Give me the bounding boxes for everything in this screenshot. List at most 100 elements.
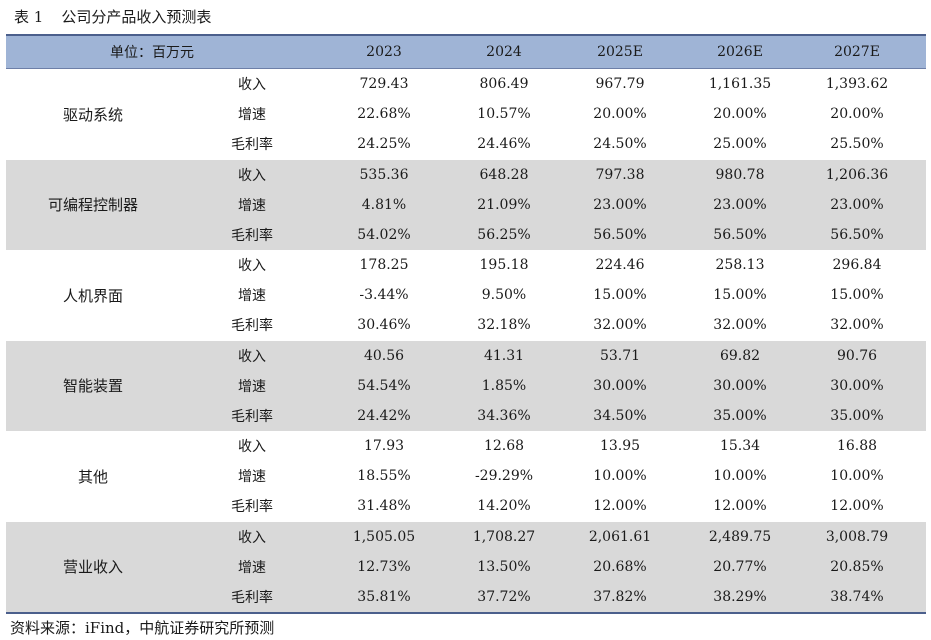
table-cell: 12.00% (830, 498, 884, 515)
table-row: 毛利率 30.46% 32.18% 32.00% 32.00% 32.00% (6, 310, 926, 340)
product-group: 可编程控制器 收入 535.36 648.28 797.38 980.78 1,206.36… (6, 159, 926, 250)
product-name: 营业收入 (62, 558, 123, 577)
table-cell: 1,393.62 (825, 76, 889, 93)
metric-label: 增速 (238, 107, 266, 124)
table-body: 驱动系统 收入 729.43 806.49 967.79 1,161.35 1,393.62… (6, 69, 926, 612)
table-cell: 797.38 (595, 166, 645, 183)
table-cell: -3.44% (359, 287, 409, 304)
table-cell: 178.25 (359, 257, 409, 274)
table-row: 毛利率 24.42% 34.36% 34.50% 35.00% 35.00% (6, 401, 926, 431)
table-cell: 35.00% (830, 407, 884, 424)
table-caption: 表 1 公司分产品收入预测表 (14, 6, 211, 27)
table-row: 毛利率 31.48% 14.20% 12.00% 12.00% 12.00% (6, 491, 926, 521)
table-row: 增速 12.73% 13.50% 20.68% 20.77% 20.85% (6, 552, 926, 582)
table-cell: 535.36 (359, 166, 409, 183)
table-cell: 18.55% (357, 468, 411, 485)
table-cell: 30.00% (593, 377, 647, 394)
table-row: 收入 535.36 648.28 797.38 980.78 1,206.36 (6, 160, 926, 190)
unit-label: 单位：百万元 (110, 45, 194, 61)
table-cell: 30.00% (713, 377, 767, 394)
table-row: 增速 -3.44% 9.50% 15.00% 15.00% 15.00% (6, 280, 926, 310)
metric-label: 增速 (238, 469, 266, 486)
table-cell: 32.00% (830, 317, 884, 334)
table-cell: 35.81% (357, 588, 411, 605)
table-cell: 22.68% (357, 106, 411, 123)
table-cell: 224.46 (595, 257, 645, 274)
table-cell: 2,061.61 (588, 528, 652, 545)
table-cell: 13.95 (599, 438, 641, 455)
table-cell: 25.00% (713, 136, 767, 153)
metric-label: 收入 (238, 258, 266, 275)
product-group: 营业收入 收入 1,505.05 1,708.27 2,061.61 2,489.75 3,… (6, 521, 926, 612)
product-name: 人机界面 (62, 286, 123, 305)
table-cell: 37.72% (477, 588, 531, 605)
metric-label: 毛利率 (231, 499, 273, 516)
table-cell: 1,505.05 (352, 528, 416, 545)
table-cell: 806.49 (479, 76, 529, 93)
table-cell: 10.57% (477, 106, 531, 123)
table-cell: 30.46% (357, 317, 411, 334)
product-name: 驱动系统 (62, 105, 123, 124)
table-cell: 12.00% (593, 498, 647, 515)
metric-label: 毛利率 (231, 589, 273, 606)
table-cell: -29.29% (474, 468, 534, 485)
table-cell: 20.00% (713, 106, 767, 123)
table-cell: 12.73% (357, 558, 411, 575)
table-cell: 1.85% (481, 377, 527, 394)
product-group: 驱动系统 收入 729.43 806.49 967.79 1,161.35 1,393.62… (6, 69, 926, 160)
table-cell: 56.50% (830, 226, 884, 243)
table-cell: 35.00% (713, 407, 767, 424)
table-row: 增速 54.54% 1.85% 30.00% 30.00% 30.00% (6, 371, 926, 401)
year-header: 2024 (486, 44, 522, 60)
product-group: 其他 收入 17.93 12.68 13.95 15.34 16.88 增速 18.55% -29… (6, 431, 926, 522)
table-cell: 53.71 (599, 347, 641, 364)
metric-label: 增速 (238, 197, 266, 214)
metric-label: 收入 (238, 167, 266, 184)
table-cell: 54.02% (357, 226, 411, 243)
metric-label: 增速 (238, 378, 266, 395)
table-cell: 38.29% (713, 588, 767, 605)
table-cell: 69.82 (719, 347, 761, 364)
product-group: 人机界面 收入 178.25 195.18 224.46 258.13 296.84 增速 -3… (6, 250, 926, 341)
table-row: 收入 178.25 195.18 224.46 258.13 296.84 (6, 250, 926, 280)
table-cell: 34.50% (593, 407, 647, 424)
table-cell: 10.00% (713, 468, 767, 485)
table-row: 增速 4.81% 21.09% 23.00% 23.00% 23.00% (6, 190, 926, 220)
table-cell: 1,708.27 (472, 528, 536, 545)
table-cell: 648.28 (479, 166, 529, 183)
table-row: 收入 17.93 12.68 13.95 15.34 16.88 (6, 431, 926, 461)
table-cell: 20.85% (830, 558, 884, 575)
metric-label: 毛利率 (231, 227, 273, 244)
metric-label: 增速 (238, 559, 266, 576)
source-note: 资料来源：iFind，中航证券研究所预测 (10, 619, 275, 637)
table-cell: 32.00% (713, 317, 767, 334)
table-cell: 14.20% (477, 498, 531, 515)
metric-label: 收入 (238, 348, 266, 365)
table-cell: 10.00% (593, 468, 647, 485)
product-group: 智能装置 收入 40.56 41.31 53.71 69.82 90.76 增速 54.54% 1… (6, 340, 926, 431)
table-cell: 729.43 (359, 76, 409, 93)
table-cell: 41.31 (483, 347, 525, 364)
table-cell: 54.54% (357, 377, 411, 394)
metric-label: 增速 (238, 288, 266, 305)
table-cell: 2,489.75 (708, 528, 772, 545)
table-cell: 21.09% (477, 196, 531, 213)
product-name: 可编程控制器 (47, 196, 138, 215)
table-cell: 1,206.36 (825, 166, 889, 183)
table-row: 收入 729.43 806.49 967.79 1,161.35 1,393.62 (6, 69, 926, 99)
table-cell: 20.77% (713, 558, 767, 575)
table-row: 毛利率 35.81% 37.72% 37.82% 38.29% 38.74% (6, 582, 926, 612)
table-cell: 9.50% (481, 287, 527, 304)
table-title: 公司分产品收入预测表 (61, 8, 212, 26)
metric-label: 收入 (238, 529, 266, 546)
table-cell: 37.82% (593, 588, 647, 605)
table-cell: 12.00% (713, 498, 767, 515)
metric-label: 毛利率 (231, 318, 273, 335)
table-bottom-rule (6, 612, 926, 614)
table-cell: 15.00% (593, 287, 647, 304)
table-row: 毛利率 24.25% 24.46% 24.50% 25.00% 25.50% (6, 129, 926, 159)
table-cell: 15.34 (719, 438, 761, 455)
table-cell: 23.00% (830, 196, 884, 213)
table-cell: 24.25% (357, 136, 411, 153)
table-row: 增速 18.55% -29.29% 10.00% 10.00% 10.00% (6, 461, 926, 491)
